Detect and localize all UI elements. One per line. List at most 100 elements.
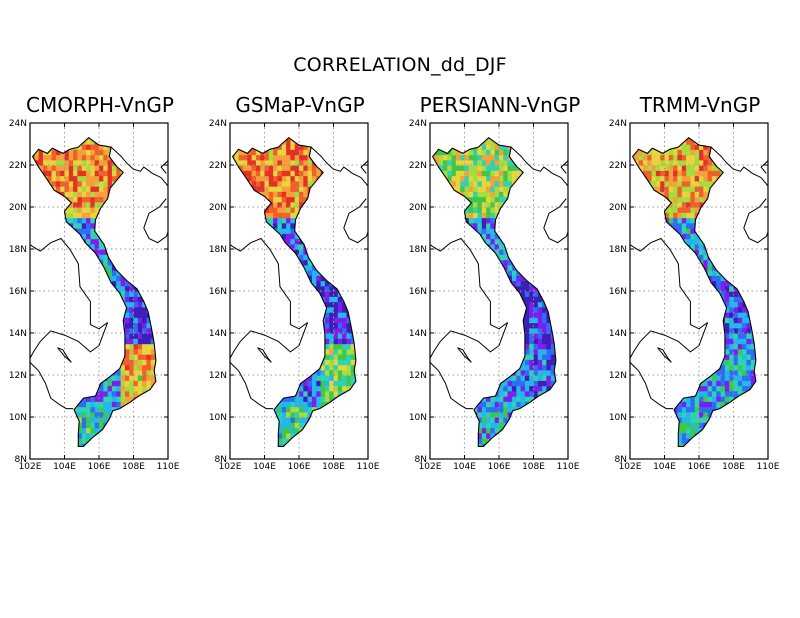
correlation-cell [342, 312, 348, 318]
correlation-cell [303, 180, 309, 187]
correlation-cell [681, 233, 687, 240]
correlation-cell [690, 217, 696, 224]
correlation-cell [668, 217, 674, 224]
correlation-cell [281, 191, 287, 198]
correlation-cell [294, 175, 300, 182]
correlation-cell [316, 390, 322, 397]
correlation-cell [703, 396, 709, 402]
correlation-cell [277, 144, 283, 150]
correlation-cell [329, 338, 335, 345]
correlation-cell [329, 301, 335, 308]
correlation-cell [511, 270, 517, 276]
correlation-cell [137, 333, 143, 339]
correlation-cell [90, 243, 96, 250]
correlation-cell [307, 275, 313, 282]
correlation-cell [533, 301, 539, 308]
correlation-cell [90, 186, 96, 192]
correlation-cell [550, 375, 556, 381]
correlation-cell [107, 396, 113, 402]
correlation-cell [524, 312, 530, 318]
correlation-cell [94, 144, 100, 150]
correlation-cell [342, 322, 348, 329]
correlation-cell [146, 375, 152, 381]
correlation-cell [655, 175, 661, 182]
correlation-cell [503, 417, 509, 423]
correlation-cell [537, 306, 543, 313]
correlation-cell [455, 159, 461, 166]
correlation-cell [77, 228, 83, 234]
correlation-cell [337, 385, 343, 392]
x-tick-label: 106E [688, 462, 711, 472]
correlation-cell [711, 170, 717, 177]
correlation-cell [707, 401, 713, 408]
correlation-cell [277, 222, 283, 229]
correlation-cell [681, 159, 687, 166]
correlation-cell [499, 254, 504, 261]
correlation-cell [507, 375, 513, 381]
correlation-cell [473, 154, 479, 161]
correlation-cell [481, 406, 487, 413]
correlation-cell [537, 369, 543, 376]
correlation-cell [655, 180, 661, 187]
correlation-cell [133, 359, 139, 366]
vietnam-outline [31, 136, 157, 447]
correlation-cell [733, 301, 739, 308]
y-tick-label: 14N [409, 329, 427, 339]
correlation-cell [116, 390, 122, 397]
correlation-cell [307, 401, 313, 408]
correlation-cell [686, 186, 692, 192]
correlation-cell [116, 285, 122, 292]
correlation-cell [333, 333, 339, 339]
correlation-cell [303, 385, 309, 392]
correlation-cell [299, 411, 304, 418]
correlation-cell [107, 270, 113, 276]
correlation-cell [677, 228, 683, 234]
correlation-cell [699, 411, 704, 418]
correlation-cell [694, 191, 700, 198]
correlation-cell [660, 186, 666, 192]
y-tick-label: 24N [409, 119, 427, 129]
correlation-cell [746, 322, 752, 329]
correlation-cell [542, 364, 548, 371]
correlation-cell [329, 333, 335, 339]
correlation-cell [290, 406, 296, 413]
correlation-cell [81, 401, 87, 408]
correlation-cell [673, 217, 679, 224]
correlation-cell [686, 159, 692, 166]
correlation-cell [546, 338, 552, 345]
correlation-cell [290, 243, 296, 250]
correlation-cell [124, 396, 130, 402]
correlation-cell [494, 390, 500, 397]
correlation-cell [294, 149, 300, 156]
correlation-cell [490, 411, 496, 418]
correlation-cell [303, 154, 309, 161]
correlation-cell [86, 217, 92, 224]
correlation-cell [724, 380, 730, 387]
correlation-cell [320, 401, 326, 408]
correlation-cell [103, 401, 109, 408]
correlation-cell [537, 390, 543, 397]
correlation-cell [499, 186, 504, 192]
correlation-cell [724, 301, 730, 308]
correlation-cell [120, 275, 126, 282]
correlation-cell [255, 186, 261, 192]
correlation-cell [720, 280, 726, 287]
correlation-cell [316, 385, 322, 392]
y-tick-label: 24N [209, 119, 227, 129]
correlation-cell [546, 375, 552, 381]
correlation-cells-persiann [432, 137, 556, 447]
correlation-cell [486, 191, 492, 198]
correlation-cell [677, 201, 683, 208]
correlation-cell [737, 306, 743, 313]
correlation-cell [103, 170, 109, 177]
correlation-cell [324, 354, 330, 360]
correlation-cell [281, 175, 287, 182]
correlation-cell [307, 165, 313, 171]
correlation-cell [320, 275, 326, 282]
correlation-cell [707, 175, 713, 182]
correlation-cell [86, 144, 92, 150]
correlation-cell [690, 138, 696, 145]
correlation-cell [286, 417, 292, 423]
x-tick-label: 108E [522, 462, 545, 472]
